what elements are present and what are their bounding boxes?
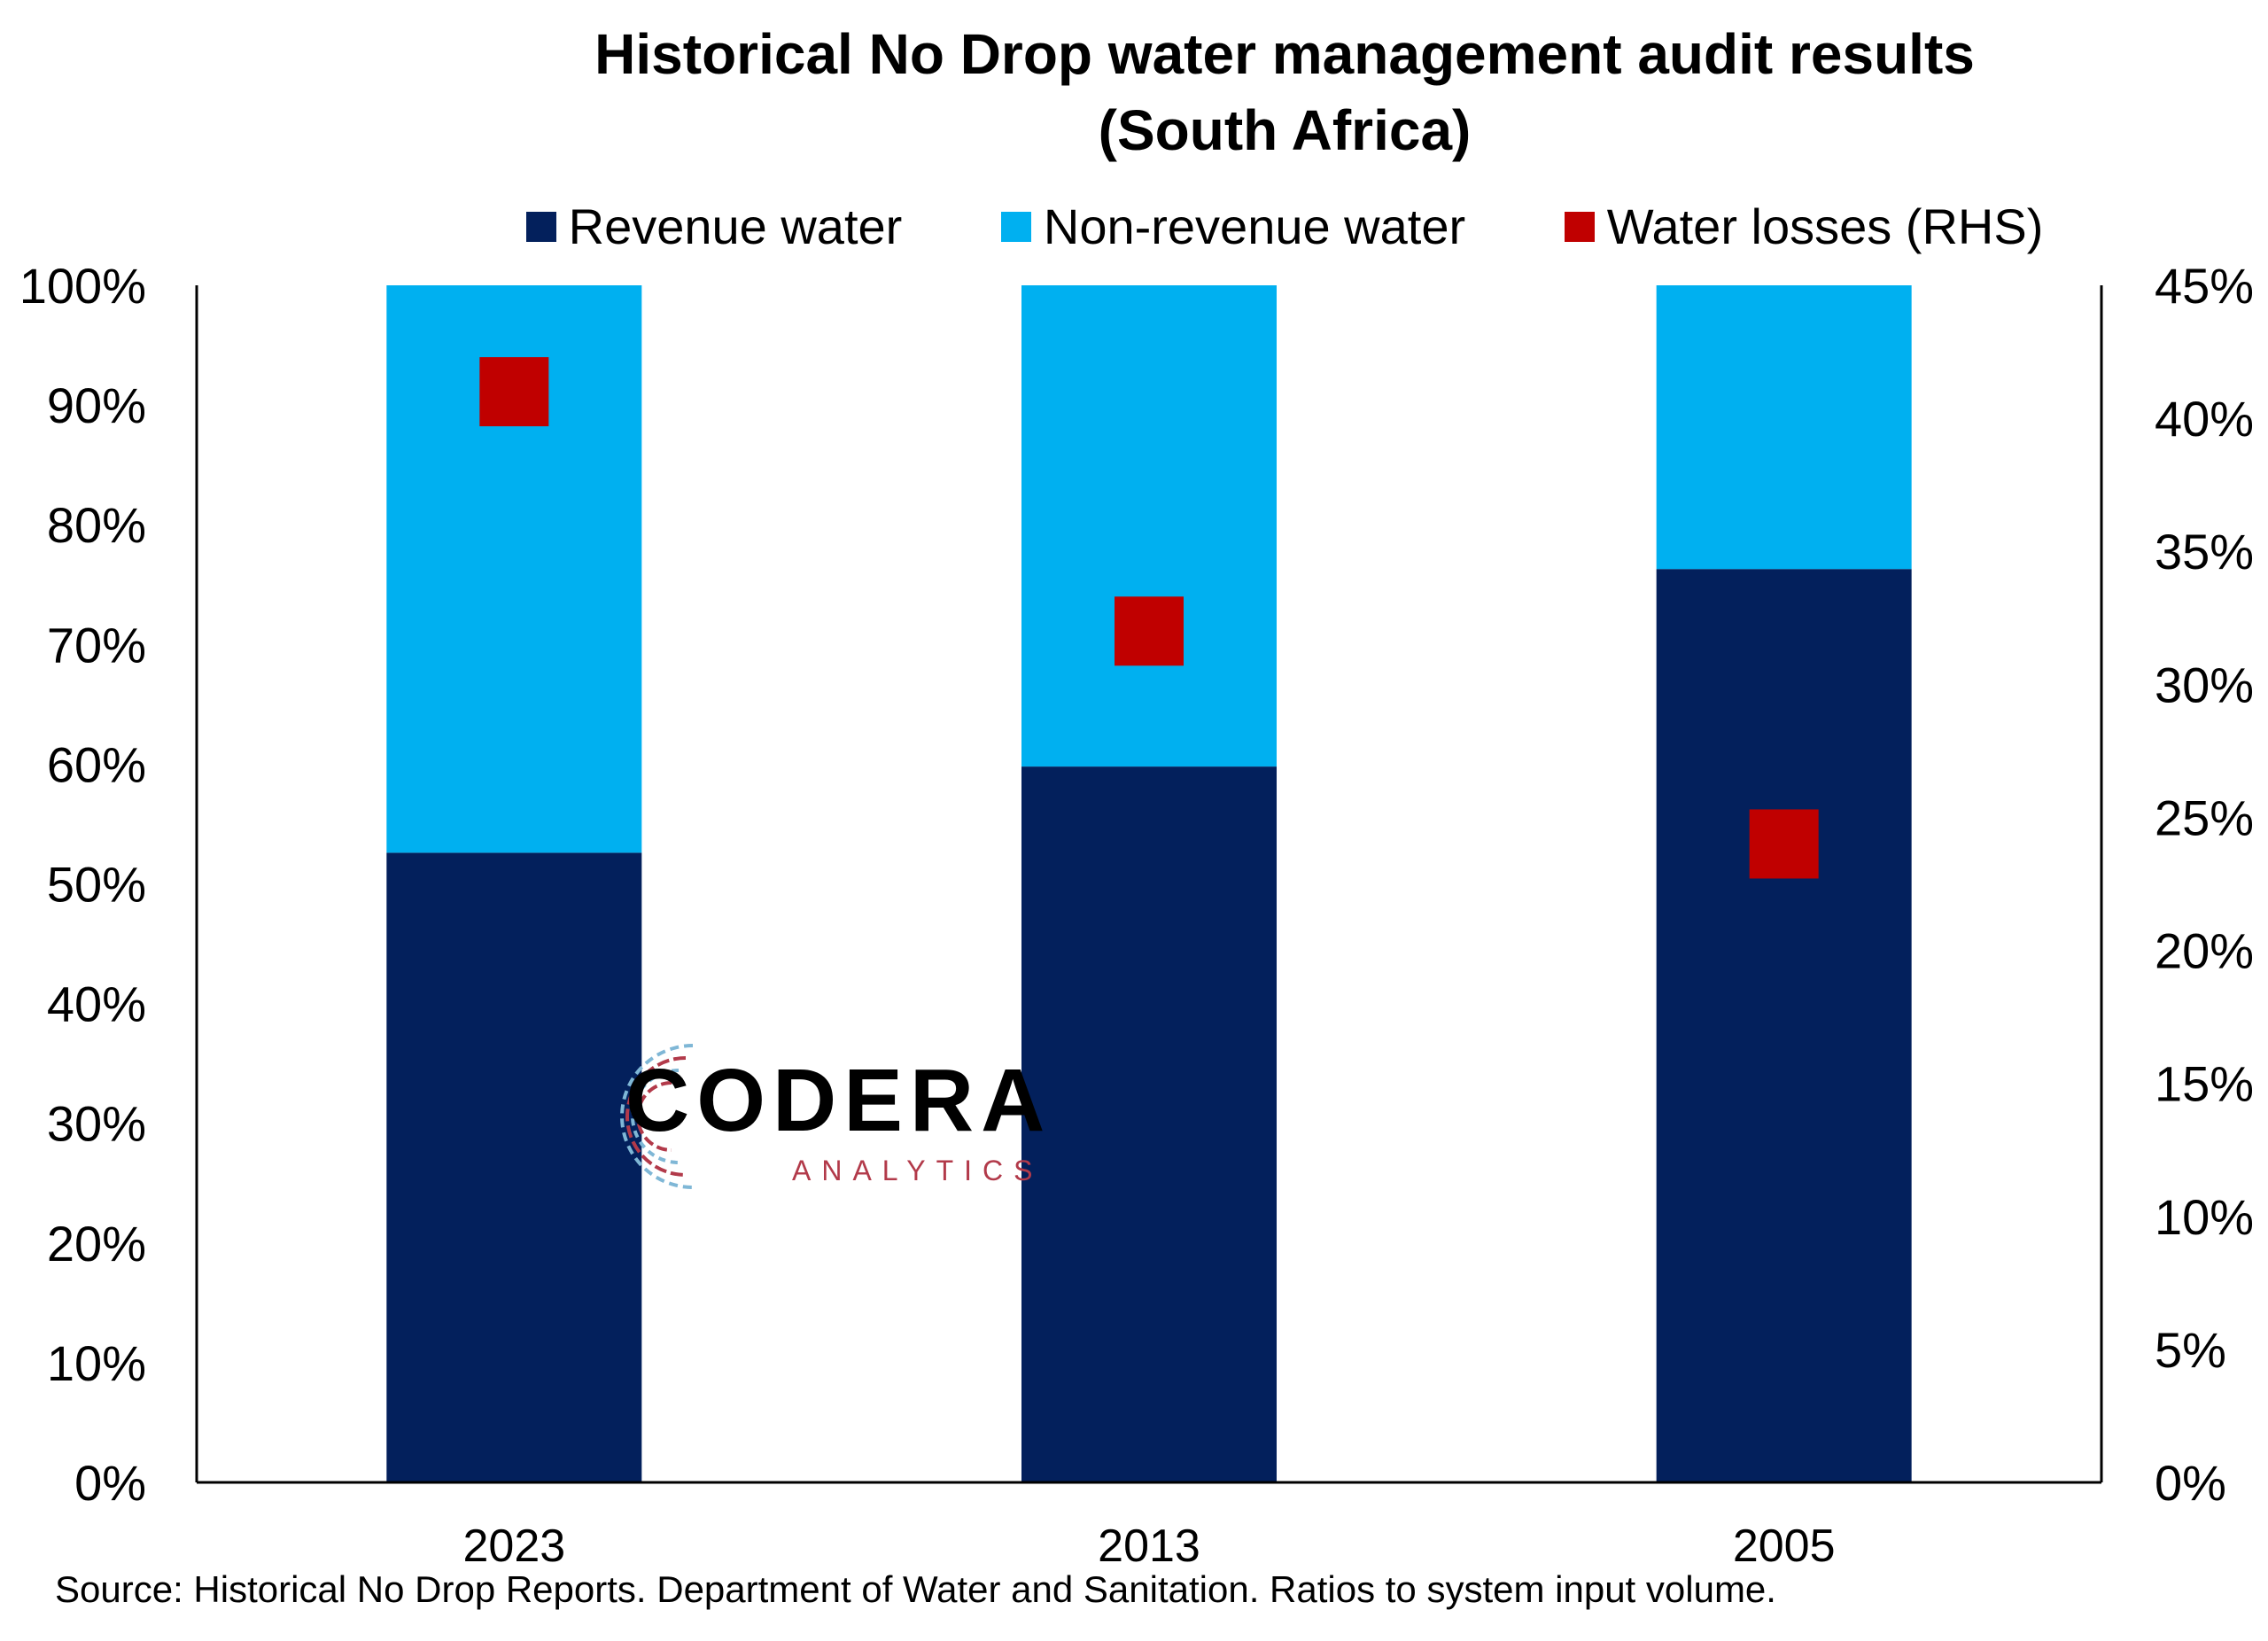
y-right-tick-label: 15% — [2155, 1056, 2254, 1112]
y-left-tick-label: 50% — [47, 857, 146, 913]
y-right-tick-label: 40% — [2155, 391, 2254, 447]
y-right-tick-label: 5% — [2155, 1322, 2226, 1378]
x-tick-label-2005: 2005 — [1733, 1520, 1836, 1572]
codera-logo: CODERA ANALYTICS — [586, 1037, 1045, 1196]
marker-water-losses-2023 — [479, 357, 549, 427]
bar-revenue-2023 — [386, 852, 642, 1482]
logo-name: CODERA — [625, 1051, 1052, 1150]
source-note: Source: Historical No Drop Reports. Depa… — [55, 1568, 1776, 1610]
x-tick-label-2023: 2023 — [462, 1520, 565, 1572]
bar-non-revenue-2005 — [1656, 285, 1912, 570]
x-tick-label-2013: 2013 — [1098, 1520, 1200, 1572]
legend-label-non-revenue: Non-revenue water — [1043, 198, 1466, 254]
y-right-tick-label: 0% — [2155, 1455, 2226, 1511]
y-left-tick-label: 100% — [19, 258, 146, 314]
bar-revenue-2005 — [1656, 569, 1912, 1482]
legend-item-non-revenue: Non-revenue water — [1000, 195, 1466, 259]
logo-mark-icon — [620, 1044, 694, 1189]
y-right-tick-label: 25% — [2155, 789, 2254, 845]
y-right-tick-label: 35% — [2155, 524, 2254, 579]
bar-non-revenue-2013 — [1021, 285, 1277, 767]
legend-label-revenue: Revenue water — [568, 198, 903, 254]
y-right-tick-label: 20% — [2155, 923, 2254, 979]
y-left-tick-label: 20% — [47, 1216, 146, 1272]
legend: Revenue water Non-revenue water Water lo… — [0, 195, 2268, 259]
marker-water-losses-2013 — [1115, 596, 1184, 666]
chart-title-line2: (South Africa) — [1098, 98, 1472, 162]
legend-swatch-non-revenue — [1000, 212, 1031, 242]
y-left-tick-label: 10% — [47, 1335, 146, 1391]
legend-swatch-revenue — [525, 212, 556, 242]
legend-item-water-losses: Water losses (RHS) — [1564, 195, 2044, 259]
y-right-tick-label: 10% — [2155, 1189, 2254, 1245]
y-left-tick-label: 60% — [47, 736, 146, 792]
chart-title-line1: Historical No Drop water management audi… — [594, 22, 1975, 86]
marker-water-losses-2005 — [1749, 809, 1819, 879]
y-right-tick-label: 45% — [2155, 258, 2254, 314]
y-left-tick-label: 40% — [47, 976, 146, 1032]
y-left-tick-label: 80% — [47, 497, 146, 553]
y-left-tick-label: 30% — [47, 1096, 146, 1152]
y-left-tick-label: 90% — [47, 377, 146, 433]
chart-title: Historical No Drop water management audi… — [0, 16, 2268, 168]
y-right-tick-label: 30% — [2155, 657, 2254, 712]
y-left-tick-label: 0% — [74, 1455, 146, 1511]
y-left-tick-label: 70% — [47, 617, 146, 673]
legend-item-revenue: Revenue water — [525, 195, 903, 259]
logo-subtitle: ANALYTICS — [792, 1155, 1044, 1186]
legend-swatch-water-losses — [1564, 212, 1595, 242]
bar-revenue-2013 — [1021, 766, 1277, 1482]
legend-label-water-losses: Water losses (RHS) — [1606, 198, 2044, 254]
